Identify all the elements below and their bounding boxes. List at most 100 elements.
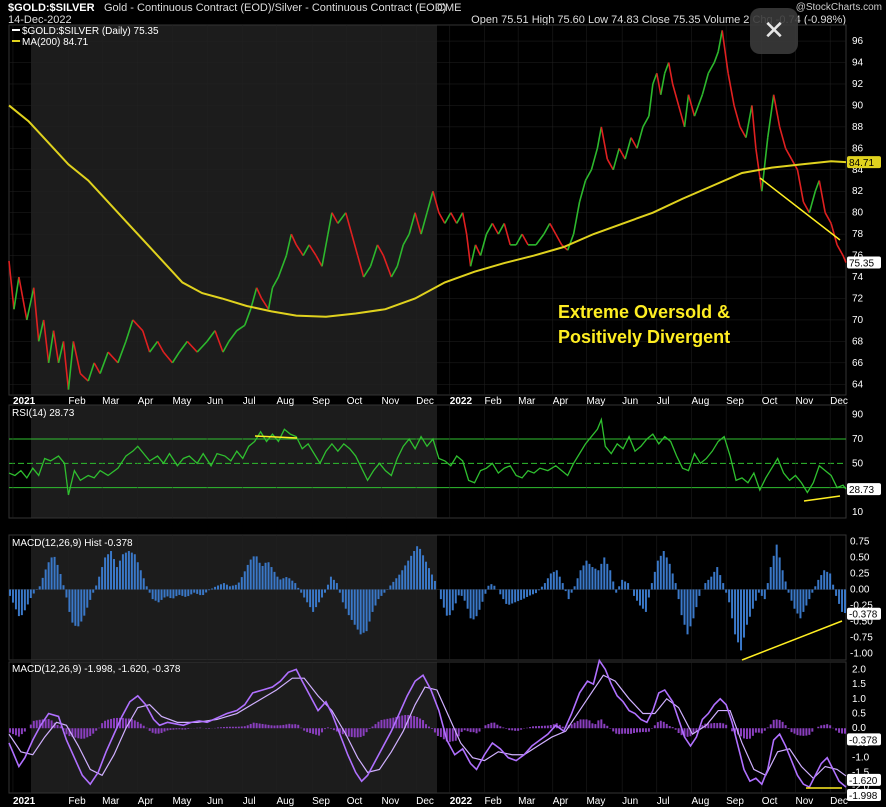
macd-hist-bar (130, 718, 133, 729)
x-tick-label: 2022 (450, 396, 473, 407)
price-segment (308, 244, 317, 257)
hist-bar (463, 589, 466, 601)
macd-hist-bar (760, 728, 763, 734)
price-segment (99, 351, 109, 374)
price-tick-label: 72 (852, 293, 864, 304)
macd-hist-bar (841, 728, 844, 734)
hist-bar (193, 589, 196, 593)
macd-hist-bar (359, 728, 362, 738)
macd-hist-bar (118, 717, 121, 729)
hist-bar (826, 571, 829, 590)
macd-hist-bar (356, 728, 359, 738)
annotation-line-2: Positively Divergent (558, 327, 730, 347)
macd-hist-bar (228, 726, 231, 729)
macd-hist-bar (392, 717, 395, 729)
macd-hist-bar (172, 728, 175, 730)
x-tick-label-bottom: Mar (518, 796, 536, 807)
rsi-series (8, 417, 847, 496)
hist-bar (514, 589, 517, 603)
rsi-high-marker (254, 435, 298, 439)
hist-bar (20, 589, 23, 616)
macd-hist-bar (677, 728, 680, 734)
macd-hist-bar (656, 722, 659, 729)
hist-bar (641, 589, 644, 609)
macd-hist-bar (136, 721, 139, 729)
hist-bar (540, 586, 543, 590)
price-segment (842, 255, 847, 263)
hist-bar (760, 589, 763, 596)
price-tick-label: 76 (852, 251, 864, 262)
price-segment (62, 341, 70, 390)
price-x-axis: 2021 Feb Mar Apr May Jun Jul Aug Sep Oct Nov Dec 202… (13, 396, 848, 407)
hist-bar (323, 589, 326, 593)
price-segment (171, 351, 181, 364)
macd-hist-bar (514, 728, 517, 731)
hist-bar (127, 551, 130, 590)
price-segment (162, 351, 174, 364)
hist-bar (353, 589, 356, 625)
price-segment (420, 212, 428, 235)
x-tick-label: Jun (207, 396, 223, 407)
price-segment (491, 223, 500, 235)
price-segment (42, 319, 50, 363)
hist-bar (83, 589, 86, 616)
macd-hist-bar (169, 728, 172, 730)
rsi-axis: 907050301028.73 (847, 410, 881, 518)
hist-bar (56, 564, 59, 590)
hist-bar (104, 557, 107, 590)
annotation-text: Extreme Oversold & Positively Divergent (558, 302, 730, 347)
macd-hist-bar (142, 725, 145, 729)
hist-bar (38, 586, 41, 590)
price-segment (818, 180, 826, 213)
macd-hist-bar (11, 728, 14, 734)
close-button[interactable]: ✕ (750, 8, 798, 54)
hist-bar (532, 589, 535, 595)
legend-rsi: RSI(14) 28.73 (12, 408, 75, 419)
macd-hist-bar (820, 725, 823, 729)
macd-hist-bar (89, 728, 92, 737)
hist-bar (451, 589, 454, 611)
hist-bar (163, 589, 166, 598)
hist-bar (261, 565, 264, 590)
hist-bar (662, 551, 665, 590)
price-segment (663, 62, 670, 74)
hist-bar (211, 588, 214, 590)
hist-bar (41, 577, 44, 590)
hist-bar (335, 583, 338, 590)
macd-hist-bar (410, 715, 413, 729)
macd-hist-bar (811, 728, 814, 732)
price-segment (295, 244, 304, 257)
price-segment (214, 330, 224, 353)
x-tick-label-bottom: Feb (68, 796, 86, 807)
hist-bar (62, 585, 65, 590)
hist-bar (754, 589, 757, 601)
macd-hist-bar (294, 724, 297, 729)
hist-bar (380, 589, 383, 596)
hist-bar (71, 589, 74, 623)
macd-value-tag: -1.998 (849, 791, 878, 802)
macd-hist-bar (151, 728, 154, 733)
price-segment (549, 223, 557, 235)
hist-bar (526, 589, 529, 597)
hist-bar (356, 589, 359, 630)
macd-hist-bar (460, 728, 463, 732)
panel-backgrounds (8, 24, 847, 794)
hist-bar (787, 589, 790, 593)
price-segment (687, 94, 696, 117)
macd-hist-bar (582, 719, 585, 729)
price-segment (37, 319, 45, 342)
hist-bar (53, 556, 56, 590)
hist-bar (838, 589, 841, 604)
hist-bar (698, 589, 701, 596)
hist-bar (769, 567, 772, 590)
hist-bar (683, 589, 686, 625)
hist-bar (490, 584, 493, 590)
price-segment (93, 362, 101, 374)
hist-bar (234, 584, 237, 590)
hist-tick-label: 0.50 (850, 552, 870, 563)
hist-bar (332, 579, 335, 590)
rsi-value-tag-box (847, 483, 881, 496)
hist-bar (329, 576, 332, 590)
hist-bar (300, 589, 303, 593)
chart-date: 14-Dec-2022 (8, 14, 72, 26)
